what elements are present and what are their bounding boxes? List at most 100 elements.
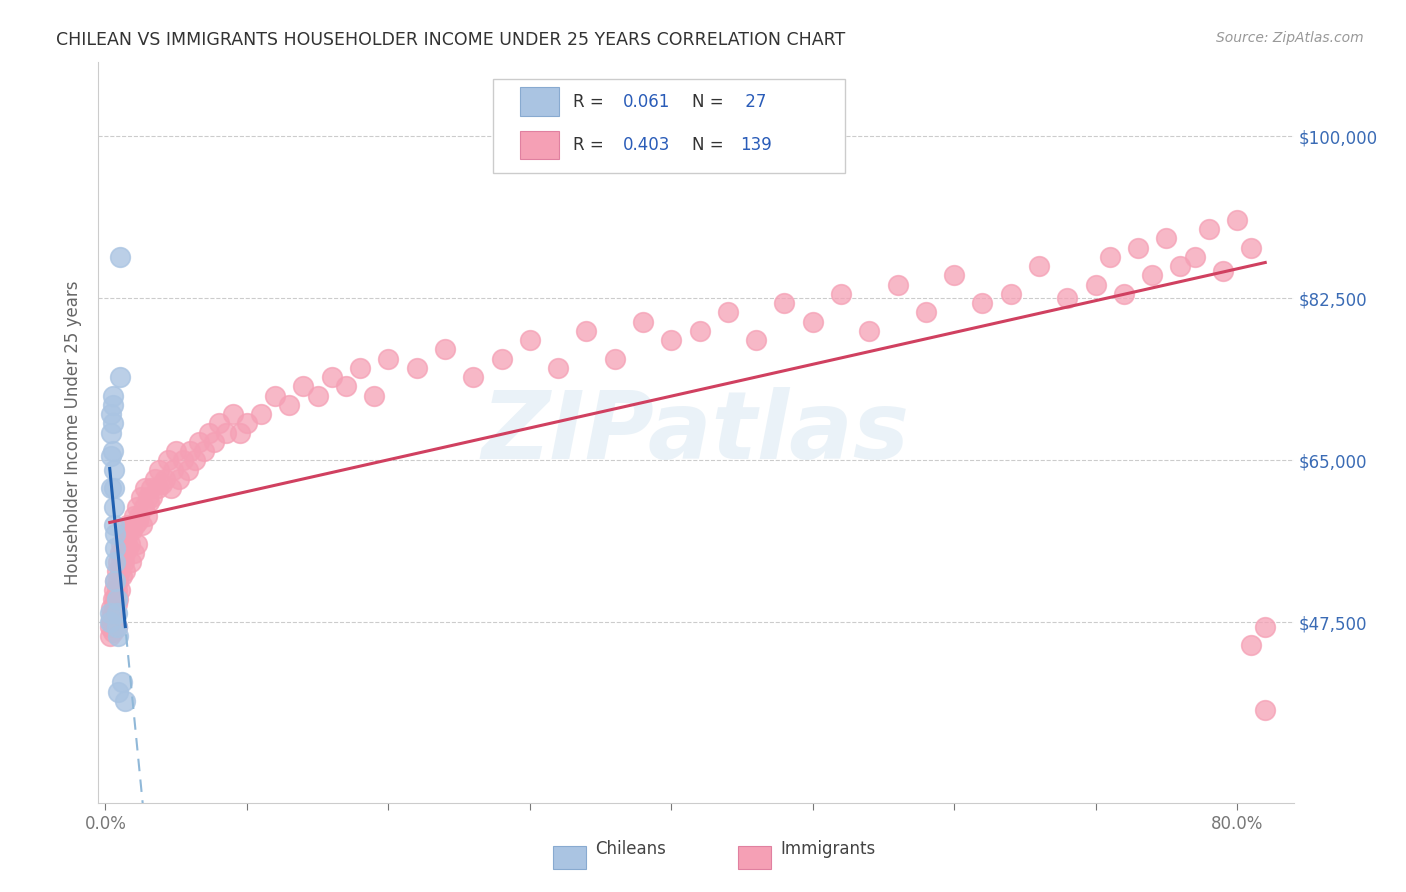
Point	[103, 582, 125, 597]
Text: N =: N =	[692, 93, 730, 111]
Point	[98, 629, 121, 643]
Point	[197, 425, 219, 440]
Point	[349, 360, 371, 375]
Point	[117, 541, 139, 556]
Point	[1184, 250, 1206, 264]
Point	[321, 370, 343, 384]
Point	[1226, 212, 1249, 227]
Point	[105, 597, 128, 611]
Text: R =: R =	[572, 136, 609, 154]
Point	[101, 606, 124, 620]
Point	[105, 565, 128, 579]
Point	[120, 555, 142, 569]
Point	[98, 615, 121, 630]
Point	[101, 592, 124, 607]
Point	[114, 694, 136, 708]
Point	[377, 351, 399, 366]
Point	[278, 398, 301, 412]
Point	[107, 592, 129, 607]
Point	[104, 555, 127, 569]
Point	[1154, 231, 1177, 245]
Point	[146, 481, 169, 495]
FancyBboxPatch shape	[553, 846, 586, 870]
Point	[104, 574, 127, 588]
Text: Immigrants: Immigrants	[780, 840, 876, 858]
Point	[101, 417, 124, 431]
FancyBboxPatch shape	[520, 131, 558, 160]
Point	[107, 574, 129, 588]
Point	[208, 417, 231, 431]
Point	[114, 565, 136, 579]
Point	[659, 333, 682, 347]
Point	[138, 495, 160, 509]
Point	[103, 481, 125, 495]
Point	[491, 351, 513, 366]
Point	[631, 314, 654, 328]
Point	[1198, 222, 1220, 236]
Point	[98, 620, 121, 634]
Point	[1170, 259, 1192, 273]
Point	[745, 333, 768, 347]
Point	[801, 314, 824, 328]
Point	[547, 360, 569, 375]
Point	[112, 555, 135, 569]
Point	[1098, 250, 1121, 264]
Point	[156, 453, 179, 467]
Point	[292, 379, 315, 393]
Point	[110, 536, 132, 550]
Point	[193, 444, 215, 458]
Point	[830, 286, 852, 301]
Point	[165, 444, 187, 458]
Text: Source: ZipAtlas.com: Source: ZipAtlas.com	[1216, 31, 1364, 45]
Point	[335, 379, 357, 393]
Point	[115, 536, 138, 550]
Point	[1140, 268, 1163, 283]
Point	[103, 615, 125, 630]
Point	[100, 615, 122, 630]
Point	[135, 508, 157, 523]
Text: ZIPatlas: ZIPatlas	[482, 386, 910, 479]
Point	[136, 491, 159, 505]
Point	[215, 425, 238, 440]
Point	[105, 620, 128, 634]
Point	[122, 508, 145, 523]
Point	[111, 546, 134, 560]
Point	[886, 277, 908, 292]
Point	[972, 296, 994, 310]
Point	[101, 615, 124, 630]
FancyBboxPatch shape	[494, 78, 845, 173]
Point	[108, 250, 131, 264]
Point	[107, 555, 129, 569]
Point	[114, 546, 136, 560]
Point	[222, 407, 245, 421]
Point	[773, 296, 796, 310]
Point	[112, 527, 135, 541]
Point	[603, 351, 626, 366]
Point	[115, 518, 138, 533]
Point	[104, 610, 127, 624]
Point	[858, 324, 880, 338]
Point	[105, 592, 128, 607]
Point	[1212, 263, 1234, 277]
Point	[105, 582, 128, 597]
Point	[167, 472, 190, 486]
Point	[405, 360, 427, 375]
Point	[100, 425, 122, 440]
Point	[105, 620, 128, 634]
Point	[107, 685, 129, 699]
Text: CHILEAN VS IMMIGRANTS HOUSEHOLDER INCOME UNDER 25 YEARS CORRELATION CHART: CHILEAN VS IMMIGRANTS HOUSEHOLDER INCOME…	[56, 31, 845, 49]
Point	[108, 370, 131, 384]
Point	[264, 388, 287, 402]
Text: 0.403: 0.403	[623, 136, 671, 154]
Point	[100, 601, 122, 615]
Point	[943, 268, 966, 283]
Point	[100, 610, 122, 624]
Point	[100, 407, 122, 421]
Point	[307, 388, 329, 402]
Text: Chileans: Chileans	[596, 840, 666, 858]
Point	[433, 343, 456, 357]
Point	[124, 518, 146, 533]
Point	[463, 370, 485, 384]
Point	[575, 324, 598, 338]
Point	[139, 481, 162, 495]
